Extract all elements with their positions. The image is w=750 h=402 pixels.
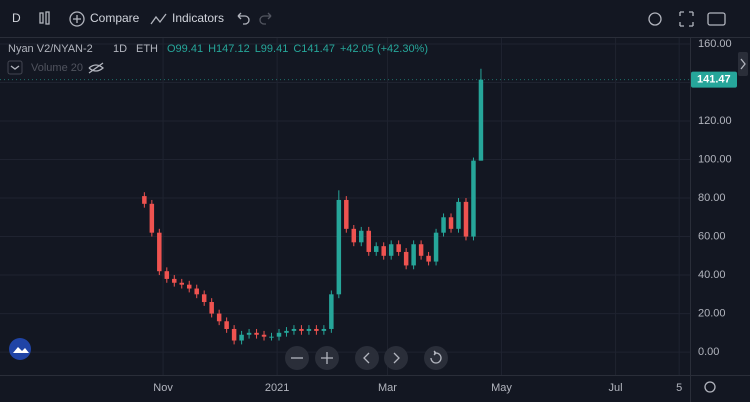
candle-body <box>344 199 349 229</box>
y-tick-label: 60.00 <box>698 230 726 242</box>
legend: Nyan V2/NYAN-2 1D ETH O99.41 H147.12 L99.4… <box>8 43 428 55</box>
resolution: 1D <box>113 43 127 55</box>
side-panel-toggle[interactable] <box>738 52 748 76</box>
legend-value: L99.41 <box>255 43 289 55</box>
candle-body <box>314 328 319 331</box>
collapse-button[interactable] <box>7 60 23 75</box>
snapshot-button[interactable] <box>707 12 726 26</box>
candle-body <box>336 199 342 295</box>
last-price-label: 141.47 <box>697 74 731 86</box>
candle-body <box>201 294 207 303</box>
volume-label: Volume 20 <box>31 62 83 74</box>
candle-body <box>216 313 222 322</box>
legend-value: O99.41 <box>167 43 203 55</box>
plot-area <box>0 38 690 375</box>
candle-body <box>396 244 401 252</box>
legend-value: +42.05 (+42.30%) <box>340 43 428 55</box>
candle-body <box>261 334 267 337</box>
candle-body <box>456 201 461 229</box>
legend-value: C141.47 <box>293 43 335 55</box>
candle-body <box>172 278 177 283</box>
undo-button[interactable] <box>237 12 250 25</box>
candle-body <box>142 196 147 204</box>
zoom-in-button[interactable] <box>315 346 339 370</box>
scroll-right-button[interactable] <box>384 346 408 370</box>
candle-body <box>366 230 371 252</box>
redo-button[interactable] <box>259 12 272 25</box>
candle-body <box>478 79 484 161</box>
symbol: Nyan V2/NYAN-2 <box>8 43 93 55</box>
y-tick-label: 20.00 <box>698 307 726 319</box>
candle-body <box>359 230 364 243</box>
candle-body <box>471 160 476 237</box>
scroll-left-button[interactable] <box>355 346 379 370</box>
candle-body <box>239 334 244 341</box>
y-tick-label: 100.00 <box>698 153 732 165</box>
candle-body <box>246 332 252 335</box>
fullscreen-button[interactable] <box>679 11 694 27</box>
indicators-label: Indicators <box>172 11 224 25</box>
candle-body <box>381 246 386 256</box>
candle-body <box>403 251 409 266</box>
y-tick-label: 0.00 <box>698 346 719 358</box>
x-tick-label: Mar <box>378 382 397 394</box>
candle-body <box>224 321 229 329</box>
last-price-tag <box>691 71 737 88</box>
settings-button[interactable] <box>648 12 662 26</box>
exchange: ETH <box>136 43 158 55</box>
collapse-icon <box>10 65 20 70</box>
reset-button[interactable] <box>424 346 448 370</box>
candle-body <box>329 294 334 329</box>
candle-body <box>186 284 192 289</box>
candle-body <box>388 244 394 256</box>
candle-body <box>149 203 155 233</box>
x-tick-label: Jul <box>609 382 623 394</box>
hide-icon[interactable] <box>88 62 104 74</box>
candle-body <box>373 246 379 252</box>
y-tick-label: 80.00 <box>698 192 726 204</box>
candle-body <box>426 255 431 262</box>
candle-body <box>209 302 214 314</box>
candle-body <box>411 244 416 266</box>
x-tick-label: 2021 <box>265 382 289 394</box>
candle-body <box>179 282 184 285</box>
candle-body <box>321 328 327 331</box>
y-tick-label: 160.00 <box>698 38 732 50</box>
candle-body <box>351 228 357 243</box>
x-tick-label: Nov <box>153 382 173 394</box>
candle-body <box>194 288 199 295</box>
candle-body <box>276 332 282 337</box>
side-panel-icon <box>740 58 746 70</box>
candle-body <box>418 244 424 256</box>
candle-body <box>269 336 274 338</box>
candle-body <box>463 201 469 237</box>
candle-body <box>433 232 439 262</box>
x-tick-label: May <box>491 382 512 394</box>
y-tick-label: 120.00 <box>698 115 732 127</box>
candle-body <box>291 328 297 331</box>
candle-body <box>299 328 304 331</box>
chart-style-button[interactable] <box>39 11 50 25</box>
candle-body <box>306 328 312 331</box>
x-tick-label: 5 <box>676 382 682 394</box>
legend-value: H147.12 <box>208 43 250 55</box>
candle-body <box>164 271 170 279</box>
candle-body <box>284 330 289 333</box>
logo[interactable] <box>9 338 31 360</box>
zoom-out-button[interactable] <box>285 346 309 370</box>
candle-body <box>231 328 237 341</box>
interval-button[interactable]: D <box>12 11 21 25</box>
candle-body <box>441 217 446 233</box>
compare-button[interactable]: Compare <box>69 11 140 27</box>
candle-body <box>254 332 259 335</box>
compare-label: Compare <box>90 11 140 25</box>
indicators-button[interactable]: Indicators <box>150 11 224 25</box>
candle-body <box>448 217 454 229</box>
candle-body <box>157 232 162 272</box>
axis-settings-button[interactable] <box>704 381 716 393</box>
y-tick-label: 40.00 <box>698 269 726 281</box>
